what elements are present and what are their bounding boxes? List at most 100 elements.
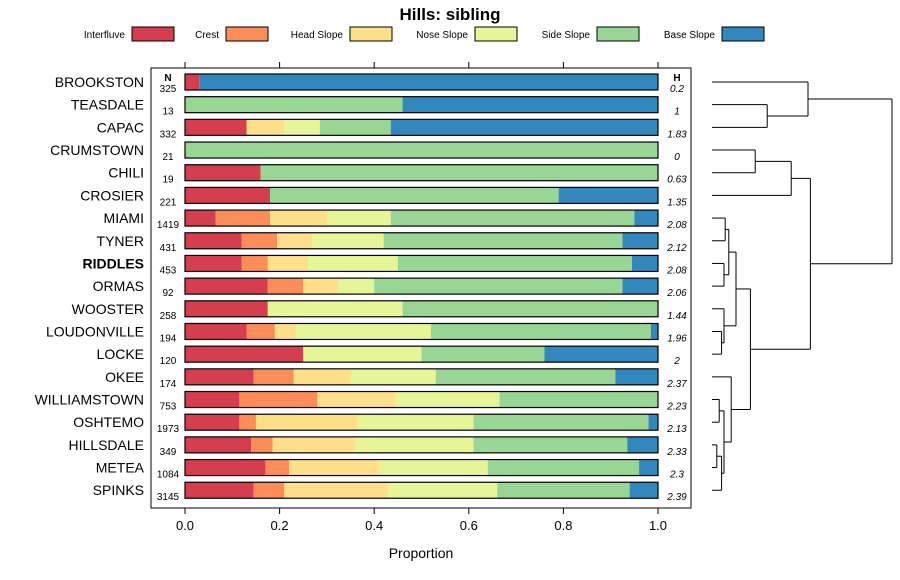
- bar-metea-nose-slope: [378, 459, 488, 476]
- x-axis: 0.0 0.2 0.4 0.6 0.8 1.0: [176, 62, 667, 533]
- n-value-brookston: 325: [160, 84, 177, 95]
- h-value-tyner: 2.12: [666, 243, 687, 254]
- bar-capac-base-slope: [390, 119, 658, 136]
- bar-tyner-crest: [241, 232, 278, 249]
- n-value-ormas: 92: [162, 288, 174, 299]
- h-value-wooster: 1.44: [667, 311, 687, 322]
- h-value-riddles: 2.08: [666, 265, 687, 276]
- bar-williamstown-crest: [239, 391, 318, 408]
- bar-oshtemo-head-slope: [255, 414, 358, 431]
- bar-outline-oshtemo: [184, 413, 659, 431]
- n-value-williamstown: 753: [160, 402, 177, 413]
- legend-label-head-slope: Head Slope: [291, 30, 344, 41]
- x-tick-label-1: 0.2: [271, 518, 289, 533]
- bar-miami-crest: [215, 210, 271, 227]
- row-label-capac: CAPAC: [97, 119, 144, 135]
- bar-outline-locke: [184, 345, 659, 363]
- bar-outline-brookston: [184, 73, 659, 91]
- bar-hillsdale-base-slope: [627, 436, 658, 453]
- plot-area: N H BROOKSTON TEASDALE CAPAC CRUMSTOWN CHILI…: [35, 67, 692, 509]
- bar-williamstown-side-slope: [499, 391, 658, 408]
- bar-outline-williamstown: [184, 390, 659, 409]
- bar-locke-nose-slope: [303, 346, 422, 363]
- row-label-crosier: CROSIER: [80, 187, 144, 203]
- bar-chili-side-slope: [260, 164, 658, 181]
- bar-outline-teasdale: [184, 96, 659, 114]
- n-value-metea: 1084: [157, 470, 180, 481]
- n-value-locke: 120: [160, 356, 177, 367]
- bar-outline-miami: [184, 209, 659, 227]
- bar-oshtemo-crest: [239, 414, 256, 431]
- bar-tyner-interfluve: [185, 232, 242, 249]
- row-label-brookston: BROOKSTON: [55, 74, 144, 90]
- bar-wooster-side-slope: [402, 300, 658, 317]
- bar-brookston-interfluve: [185, 74, 200, 90]
- n-value-chili: 19: [162, 175, 174, 186]
- row-label-wooster: WOOSTER: [72, 301, 144, 317]
- bar-loudonville-head-slope: [274, 323, 297, 340]
- bar-loudonville-nose-slope: [296, 323, 431, 340]
- bar-williamstown-nose-slope: [395, 391, 500, 408]
- bar-tyner-nose-slope: [312, 232, 384, 249]
- h-value-okee: 2.37: [666, 379, 687, 390]
- row-label-loudonville: LOUDONVILLE: [46, 323, 144, 339]
- legend-label-crest: Crest: [195, 30, 219, 41]
- row-label-crumstown: CRUMSTOWN: [50, 142, 144, 158]
- x-axis-title: Proportion: [389, 545, 454, 561]
- bar-capac-side-slope: [319, 119, 391, 136]
- bar-chili-interfluve: [185, 164, 261, 181]
- bar-miami-interfluve: [185, 210, 216, 227]
- bar-williamstown-head-slope: [317, 391, 396, 408]
- bar-tyner-base-slope: [622, 232, 658, 249]
- bar-oshtemo-side-slope: [473, 414, 649, 431]
- legend-label-nose-slope: Nose Slope: [416, 30, 468, 41]
- bar-crosier-side-slope: [270, 187, 559, 204]
- bar-locke-base-slope: [544, 346, 658, 363]
- bar-metea-head-slope: [289, 459, 379, 476]
- n-value-wooster: 258: [160, 311, 177, 322]
- bar-okee-side-slope: [435, 368, 616, 385]
- bar-spinks-side-slope: [497, 482, 630, 499]
- bar-hillsdale-nose-slope: [355, 436, 474, 453]
- legend-swatch-nose-slope: [474, 26, 518, 42]
- row-label-hillsdale: HILLSDALE: [69, 437, 144, 453]
- legend-label-base-slope: Base Slope: [664, 30, 716, 41]
- row-label-okee: OKEE: [105, 369, 144, 385]
- n-value-crumstown: 21: [162, 152, 174, 163]
- bar-okee-crest: [253, 368, 294, 385]
- bar-ormas-side-slope: [374, 278, 623, 295]
- bar-outline-metea: [184, 458, 659, 477]
- bar-wooster-nose-slope: [267, 300, 403, 317]
- n-value-tyner: 431: [160, 243, 177, 254]
- h-value-miami: 2.08: [666, 220, 687, 231]
- h-value-teasdale: 1: [674, 107, 680, 118]
- bar-loudonville-base-slope: [650, 323, 658, 340]
- bar-williamstown-interfluve: [185, 391, 240, 408]
- legend-label-interfluve: Interfluve: [84, 30, 126, 41]
- row-label-oshtemo: OSHTEMO: [73, 414, 144, 430]
- bar-spinks-base-slope: [629, 482, 658, 499]
- h-value-capac: 1.83: [667, 129, 687, 140]
- legend-label-side-slope: Side Slope: [542, 30, 591, 41]
- h-column-header: H: [673, 73, 680, 84]
- bar-riddles-nose-slope: [307, 255, 398, 272]
- h-value-oshtemo: 2.13: [666, 424, 687, 435]
- row-label-tyner: TYNER: [97, 233, 144, 249]
- h-value-williamstown: 2.23: [666, 402, 687, 413]
- n-value-okee: 174: [160, 379, 177, 390]
- bar-hillsdale-side-slope: [473, 436, 628, 453]
- row-label-miami: MIAMI: [104, 210, 144, 226]
- bar-metea-base-slope: [639, 459, 658, 476]
- bar-hillsdale-crest: [251, 436, 273, 453]
- bar-oshtemo-nose-slope: [357, 414, 474, 431]
- legend: Interfluve Crest Head Slope Nose Slope Side …: [84, 26, 765, 42]
- bar-loudonville-interfluve: [185, 323, 247, 340]
- n-value-loudonville: 194: [160, 333, 177, 344]
- chart-title: Hills: sibling: [399, 5, 500, 24]
- bar-capac-interfluve: [185, 119, 247, 136]
- legend-swatch-base-slope: [721, 26, 765, 42]
- bar-crumstown-side-slope: [185, 142, 658, 159]
- row-label-ormas: ORMAS: [93, 278, 144, 294]
- bar-capac-nose-slope: [284, 119, 320, 136]
- bar-outline-loudonville: [184, 322, 659, 341]
